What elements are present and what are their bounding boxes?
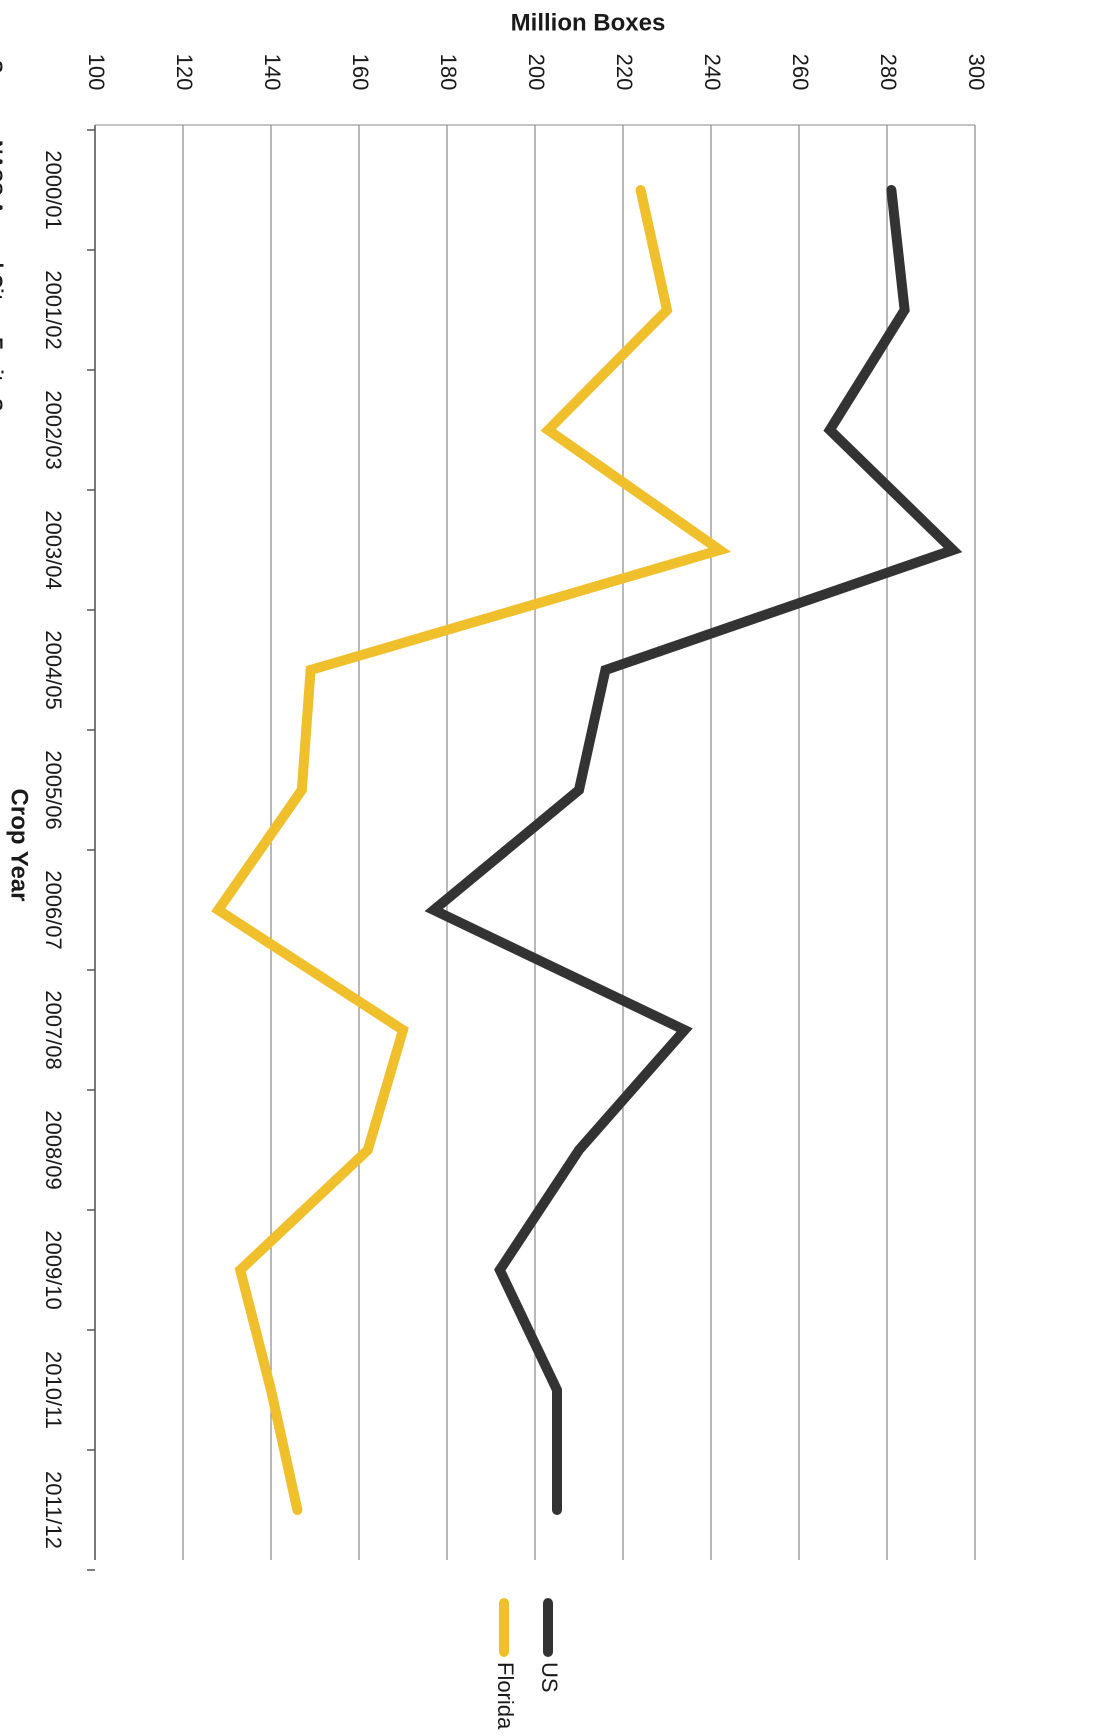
x-tick-label: 2006/07: [41, 870, 66, 950]
axes: [87, 124, 975, 1571]
x-tick-label: 2000/01: [41, 150, 66, 230]
x-tick-label: 2011/12: [41, 1471, 66, 1549]
legend: US Florida: [493, 1598, 562, 1730]
axis-titles: Million Boxes Crop Year Source: NASS Annua…: [0, 9, 665, 901]
x-tick-label: 2005/06: [41, 750, 66, 830]
x-tick-label: 2003/04: [41, 510, 66, 590]
y-tick-label: 300: [964, 54, 989, 91]
y-tick-label: 240: [700, 54, 725, 91]
gridlines: [94, 125, 976, 1560]
x-tick-label: 2001/02: [41, 270, 66, 350]
x-tick-label: 2007/08: [41, 990, 66, 1070]
y-tick-label: 280: [876, 54, 901, 91]
y-tick-label: 160: [348, 54, 373, 91]
series-lines: [211, 185, 963, 1515]
x-tick-label: 2002/03: [41, 390, 66, 470]
y-tick-label: 260: [788, 54, 813, 91]
y-tick-label: 100: [84, 54, 109, 91]
legend-label-us: US: [537, 1662, 562, 1693]
x-tick-label: 2010/11: [41, 1351, 66, 1429]
tick-labels: 100 120 140 160 180 200 220 240 260 280 300 2000/01…: [41, 54, 989, 1549]
legend-label-florida: Florida: [493, 1662, 518, 1730]
y-tick-label: 180: [436, 54, 461, 91]
x-tick-label: 2008/09: [41, 1110, 66, 1190]
y-tick-label: 220: [612, 54, 637, 91]
x-axis-title: Crop Year: [6, 789, 33, 902]
y-axis-title: Million Boxes: [511, 9, 666, 36]
y-tick-label: 140: [260, 54, 285, 91]
y-tick-label: 200: [524, 54, 549, 91]
source-note: Source: NASS Annual Citrus Fruits Summar…: [0, 60, 6, 490]
x-tick-label: 2009/10: [41, 1230, 66, 1310]
series-line-florida: [211, 185, 732, 1515]
series-line-us: [424, 185, 963, 1515]
x-tick-label: 2004/05: [41, 630, 66, 710]
y-tick-label: 120: [172, 54, 197, 91]
